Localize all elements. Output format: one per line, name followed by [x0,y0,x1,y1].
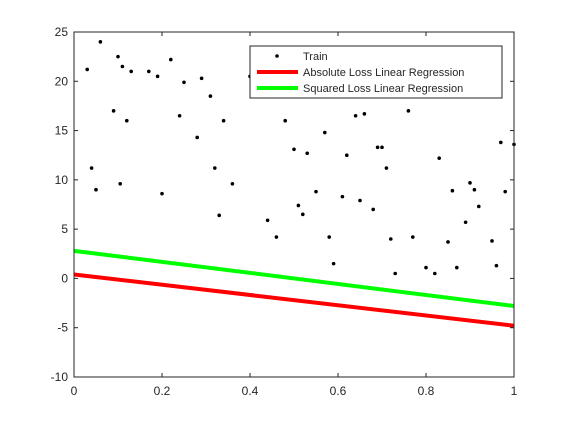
data-point [195,135,199,140]
data-point [358,198,362,203]
data-point [494,263,499,268]
data-point [446,240,450,244]
x-tick-label: 0.2 [154,384,171,398]
data-point [283,118,288,123]
y-tick-label: 5 [61,222,68,236]
y-tick-label: -5 [57,321,68,335]
data-point [455,265,459,270]
regression-line-1 [73,272,515,328]
data-point [155,74,160,79]
data-point [94,187,98,192]
x-tick-label: 0.6 [330,384,347,398]
data-point [177,113,182,118]
data-point [463,220,468,225]
data-point [353,113,358,118]
data-point [503,189,508,194]
data-point [274,235,279,239]
y-tick-label: -10 [51,370,69,384]
legend-label-squared-loss: Squared Loss Linear Regression [303,83,463,95]
legend-label-train: Train [303,51,328,63]
data-point [424,265,428,270]
data-point [406,109,411,113]
data-point [182,80,186,85]
data-point [169,57,173,62]
data-point [314,189,318,194]
data-point [380,145,384,150]
data-point [305,151,310,156]
y-tick-label: 25 [55,25,69,39]
x-tick-label: 0.8 [418,384,435,398]
data-point [345,153,349,158]
data-point [375,145,380,150]
data-point [120,64,125,69]
y-tick-label: 0 [61,271,68,285]
data-point [230,182,235,186]
data-point [213,166,217,170]
data-point [208,94,213,98]
data-point [301,212,305,217]
legend: Train Absolute Loss Linear Regression Sq… [249,45,503,99]
data-point [437,156,442,160]
data-point [490,239,494,243]
data-point [468,181,472,185]
data-point [199,76,204,81]
data-point [323,130,327,135]
data-point [327,235,332,239]
x-tick-label: 0.4 [242,384,259,398]
data-point [433,271,437,276]
data-point [371,207,376,212]
data-point [125,118,129,123]
data-point [362,112,367,116]
plot-frame [73,31,515,378]
y-tick-label: 10 [55,173,69,187]
data-point [116,54,120,59]
data-point [221,118,226,123]
data-point [389,237,393,241]
data-point [111,109,116,113]
data-point [147,69,151,74]
y-tick-label: 20 [55,74,69,88]
x-tick-label: 1 [511,384,518,398]
data-point [118,182,122,186]
data-point [393,271,398,276]
data-point [296,203,301,208]
data-point [450,188,455,193]
data-point [477,204,481,209]
data-point [292,147,296,152]
data-point [160,191,164,196]
data-point [98,40,103,44]
data-point [411,235,415,239]
x-tick-label: 0 [71,384,78,398]
data-point [499,140,503,145]
regression-line-2 [73,248,515,309]
axes: 0 0.2 0.4 0.6 0.8 1 -10 -5 0 5 10 15 20 25 [51,25,518,398]
data-point [340,194,345,199]
data-point [129,69,133,74]
data-point [472,187,477,192]
y-tick-label: 15 [55,124,69,138]
data-point [89,166,94,170]
legend-marker-train [275,54,279,58]
data-point [217,213,221,218]
data-point [85,67,89,72]
legend-label-absolute-loss: Absolute Loss Linear Regression [303,67,464,79]
data-point [384,166,389,170]
data-point [331,261,336,266]
data-layer [73,40,516,328]
data-point [265,218,270,223]
